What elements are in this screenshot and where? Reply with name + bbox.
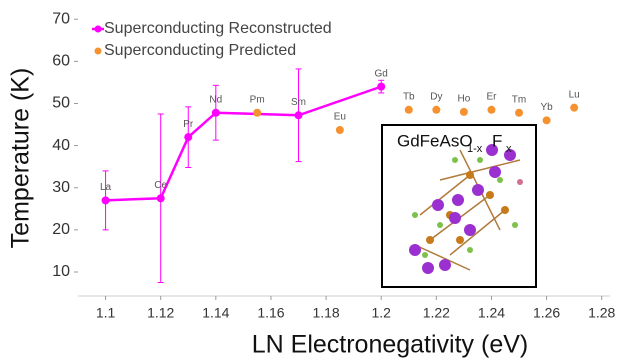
x-tick-label: 1.14 bbox=[202, 305, 229, 321]
point-label: Eu bbox=[334, 112, 346, 123]
chart: LN Electronegativity (eV) Temperature (K… bbox=[0, 0, 624, 361]
series-line bbox=[106, 87, 382, 201]
data-point bbox=[295, 111, 303, 119]
y-axis-title: Temperature (K) bbox=[7, 68, 35, 249]
y-tick-label: 40 bbox=[52, 137, 70, 154]
data-point bbox=[460, 108, 468, 116]
y-tick-label: 50 bbox=[52, 95, 70, 112]
point-label: Ce bbox=[154, 180, 167, 191]
point-label: Nd bbox=[209, 94, 222, 105]
x-tick-label: 1.16 bbox=[257, 305, 284, 321]
x-tick-label: 1.26 bbox=[533, 305, 560, 321]
point-label: Tb bbox=[403, 91, 415, 102]
data-point bbox=[487, 106, 495, 114]
point-label: Er bbox=[486, 91, 497, 102]
y-tick-label: 60 bbox=[52, 53, 70, 70]
x-tick-label: 1.28 bbox=[588, 305, 615, 321]
data-point bbox=[253, 109, 261, 117]
data-point bbox=[377, 83, 385, 91]
inset-formula: GdFeAsO bbox=[397, 131, 473, 150]
legend-marker bbox=[95, 48, 102, 55]
data-point bbox=[515, 109, 523, 117]
y-tick-label: 10 bbox=[52, 263, 70, 280]
data-point bbox=[336, 126, 344, 134]
inset: GdFeAsO 1-x F x bbox=[382, 125, 536, 287]
inset-subscript: x bbox=[506, 143, 512, 155]
y-tick-label: 30 bbox=[52, 179, 70, 196]
point-label: Pr bbox=[183, 119, 194, 130]
point-label: Sm bbox=[291, 97, 306, 108]
x-tick-label: 1.12 bbox=[147, 305, 174, 321]
point-label: Ho bbox=[458, 94, 471, 105]
point-label: Dy bbox=[430, 91, 442, 102]
x-tick-label: 1.22 bbox=[423, 305, 450, 321]
data-point bbox=[184, 133, 192, 141]
x-tick-label: 1.24 bbox=[478, 305, 505, 321]
data-point bbox=[405, 106, 413, 114]
inset-element: F bbox=[492, 131, 502, 150]
x-tick-label: 1.1 bbox=[96, 305, 116, 321]
point-label: Yb bbox=[540, 102, 553, 113]
inset-subscript: 1-x bbox=[467, 143, 483, 155]
legend-label: Superconducting Reconstructed bbox=[104, 20, 332, 37]
y-tick-label: 20 bbox=[52, 221, 70, 238]
data-point bbox=[157, 194, 165, 202]
point-label: Pm bbox=[250, 94, 265, 105]
y-tick-label: 70 bbox=[52, 10, 70, 27]
x-tick-label: 1.2 bbox=[371, 305, 391, 321]
data-point bbox=[543, 116, 551, 124]
point-label: Gd bbox=[375, 68, 388, 79]
data-point bbox=[570, 104, 578, 112]
legend-marker bbox=[95, 26, 102, 33]
data-point bbox=[102, 196, 110, 204]
data-point bbox=[212, 109, 220, 117]
point-label: Lu bbox=[569, 89, 580, 100]
data-point bbox=[432, 106, 440, 114]
x-tick-label: 1.18 bbox=[312, 305, 339, 321]
legend-label: Superconducting Predicted bbox=[104, 42, 296, 59]
point-label: Tm bbox=[512, 94, 526, 105]
point-label: La bbox=[100, 182, 112, 193]
x-axis-title: LN Electronegativity (eV) bbox=[252, 331, 529, 359]
